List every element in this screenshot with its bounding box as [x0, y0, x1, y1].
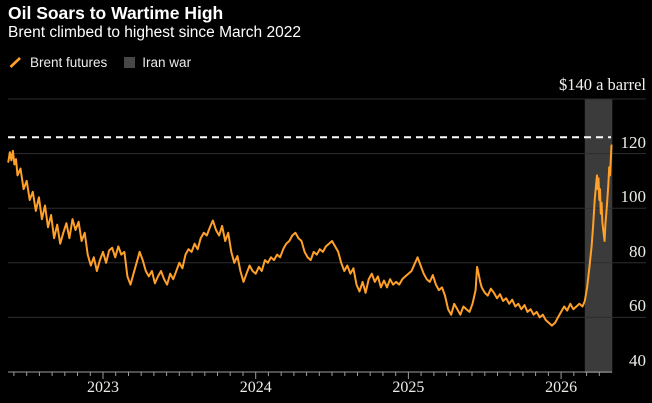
iran-war-highlight-band — [584, 99, 613, 373]
brent-futures-line — [7, 144, 613, 327]
x-tick-label-2024: 2024 — [239, 379, 272, 396]
legend-item-iran-war: Iran war — [124, 55, 191, 70]
y-tick-label-120: 120 — [620, 132, 647, 152]
y-tick-label-100: 100 — [620, 187, 647, 207]
x-tick-label-2026: 2026 — [545, 379, 578, 396]
legend-label-iran-war: Iran war — [142, 55, 192, 70]
x-tick-label-2023: 2023 — [87, 379, 119, 396]
chart-legend: Brent futures Iran war — [8, 55, 191, 70]
y-tick-label-80: 80 — [629, 241, 646, 261]
y-tick-label-60: 60 — [629, 296, 646, 316]
page-title: Oil Soars to Wartime High — [8, 3, 224, 23]
x-tick-label-2025: 2025 — [392, 379, 425, 396]
y-tick-label-40: 40 — [629, 351, 646, 370]
y-axis-unit-label: $140 a barrel — [558, 75, 646, 94]
legend-item-brent-futures: Brent futures — [8, 55, 107, 70]
legend-label-brent-futures: Brent futures — [30, 55, 108, 70]
gray-square-icon — [124, 57, 136, 68]
orange-slash-icon — [9, 57, 21, 68]
chart-subtitle: Brent climbed to highest since March 202… — [8, 24, 301, 41]
